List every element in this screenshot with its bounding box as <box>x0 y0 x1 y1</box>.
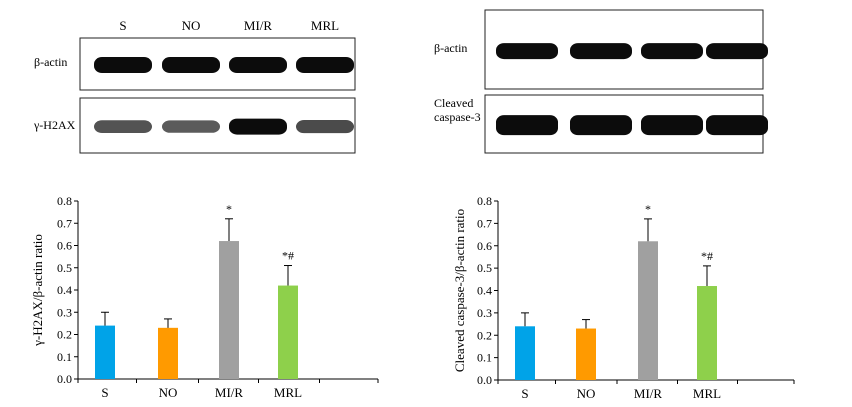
y-axis-label: Cleaved caspase-3/β-actin ratio <box>452 209 467 372</box>
western-blot-band <box>296 57 354 74</box>
x-tick-label: NO <box>577 386 596 401</box>
y-tick-label: 0.8 <box>477 194 492 208</box>
western-blot-band <box>162 57 220 74</box>
significance-marker: * <box>645 202 651 216</box>
western-blot-band <box>641 43 703 60</box>
bar-s <box>515 326 535 380</box>
left-panel: S NO MI/R MRL β-actin γ-H2AX 0.0 0.1 0.2 0.3 0.4 0.… <box>30 18 379 400</box>
significance-marker: * <box>226 202 232 216</box>
x-tick-label: NO <box>159 385 178 400</box>
western-blot-band <box>496 115 558 136</box>
y-tick-label: 0.2 <box>57 328 72 342</box>
x-tick-label: MI/R <box>215 385 244 400</box>
y-tick-label: 0.0 <box>57 372 72 386</box>
y-tick-label: 0.5 <box>477 261 492 275</box>
y-axis-label: γ-H2AX/β-actin ratio <box>30 234 45 347</box>
significance-marker: *# <box>701 249 713 263</box>
western-blot-band <box>706 43 768 60</box>
blot-label-target: Cleaved <box>434 96 473 110</box>
western-blot-band <box>641 115 703 136</box>
y-tick-label: 0.3 <box>57 305 72 319</box>
bar-mrl <box>697 286 717 380</box>
western-blot-band <box>94 57 152 74</box>
western-blot-band <box>296 120 354 134</box>
x-tick-label: S <box>521 386 528 401</box>
bar-no <box>158 327 178 379</box>
blot-label-actin: β-actin <box>434 41 467 55</box>
bar-mir <box>219 241 239 379</box>
western-blot-band <box>229 118 287 135</box>
western-blot-band <box>94 120 152 133</box>
bar-s <box>95 325 115 379</box>
significance-marker: *# <box>282 249 294 263</box>
western-blot-band <box>229 57 287 74</box>
y-tick-label: 0.1 <box>57 350 72 364</box>
blot-label-actin: β-actin <box>34 55 67 69</box>
y-tick-label: 0.0 <box>477 373 492 387</box>
blot-label-target: γ-H2AX <box>33 118 76 132</box>
y-tick-label: 0.5 <box>57 261 72 275</box>
x-tick-label: MI/R <box>634 386 663 401</box>
lane-header-no: NO <box>182 18 201 33</box>
y-tick-label: 0.3 <box>477 306 492 320</box>
y-tick-label: 0.6 <box>57 239 72 253</box>
left-figure: S NO MI/R MRL β-actin γ-H2AX 0.0 0.1 0.2 0.3 0.4 0.… <box>30 18 379 400</box>
lane-header-mir: MI/R <box>244 18 273 33</box>
bar-no <box>576 328 596 380</box>
lane-header-mrl: MRL <box>311 18 339 33</box>
x-tick-label: MRL <box>693 386 721 401</box>
y-tick-label: 0.4 <box>477 284 492 298</box>
x-tick-label: S <box>101 385 108 400</box>
western-blot-band <box>570 43 632 60</box>
y-tick-label: 0.6 <box>477 239 492 253</box>
x-tick-label: MRL <box>274 385 302 400</box>
y-tick-label: 0.7 <box>57 216 72 230</box>
lane-header-s: S <box>119 18 126 33</box>
bar-mrl <box>278 285 298 379</box>
western-blot-band <box>496 43 558 60</box>
western-blot-band <box>570 115 632 136</box>
western-blot-band <box>706 115 768 136</box>
blot-label-target: caspase-3 <box>434 110 481 124</box>
y-tick-label: 0.2 <box>477 328 492 342</box>
bar-mir <box>638 241 658 380</box>
y-tick-label: 0.4 <box>57 283 72 297</box>
y-tick-label: 0.7 <box>477 216 492 230</box>
y-tick-label: 0.1 <box>477 351 492 365</box>
y-tick-label: 0.8 <box>57 194 72 208</box>
western-blot-band <box>162 120 220 133</box>
